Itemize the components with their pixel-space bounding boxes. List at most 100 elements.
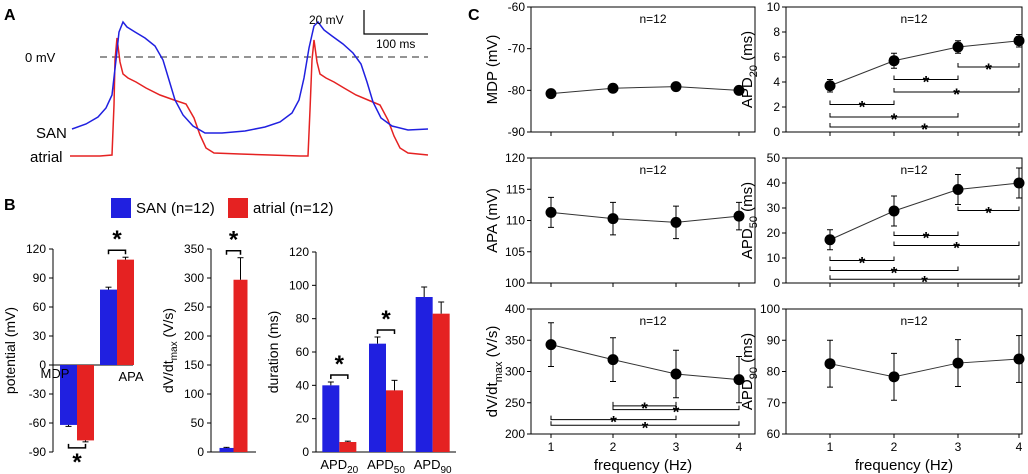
data-point bbox=[670, 368, 682, 380]
series-line bbox=[829, 40, 1020, 87]
x-tick-label: 3 bbox=[955, 440, 962, 454]
y-tick-label: 30 bbox=[767, 201, 781, 215]
x-tick-label: 1 bbox=[827, 440, 834, 454]
sig-star: * bbox=[859, 254, 866, 273]
data-point bbox=[952, 41, 964, 53]
y-axis-label: APD90 (ms) bbox=[739, 333, 760, 410]
data-point bbox=[1013, 353, 1025, 365]
y-tick-label: 100 bbox=[760, 302, 780, 316]
x-axis-label: frequency (Hz) bbox=[855, 457, 953, 474]
series-line bbox=[550, 86, 740, 95]
bar-atrial-0 bbox=[77, 365, 94, 441]
n-label: n=12 bbox=[900, 314, 927, 328]
category-label-main: APD bbox=[414, 457, 441, 472]
sig-star: * bbox=[72, 449, 82, 474]
series-line bbox=[829, 358, 1020, 378]
y-tick-label: 60 bbox=[296, 345, 310, 359]
y-tick-label: 60 bbox=[767, 427, 781, 441]
sig-line bbox=[550, 421, 740, 426]
data-point bbox=[824, 80, 836, 92]
series-line bbox=[550, 344, 740, 381]
y-axis-label: dV/dtmax (V/s) bbox=[160, 308, 180, 393]
data-point bbox=[888, 205, 900, 217]
data-point bbox=[888, 371, 900, 383]
y-axis-label-main: dV/dt bbox=[160, 360, 176, 393]
legend-label-san: SAN (n=12) bbox=[136, 200, 215, 217]
sig-star: * bbox=[229, 227, 239, 254]
data-point bbox=[733, 210, 745, 222]
y-tick-label: 115 bbox=[506, 182, 525, 196]
series-line bbox=[829, 182, 1020, 241]
y-tick-label: -90 bbox=[29, 445, 47, 459]
sig-star: * bbox=[859, 98, 866, 117]
atrial-trace bbox=[70, 37, 429, 157]
y-tick-label: 10 bbox=[767, 0, 781, 14]
sig-bracket bbox=[107, 249, 127, 255]
data-point bbox=[952, 184, 964, 195]
bar-atrial-1 bbox=[386, 390, 403, 452]
y-tick-label: 100 bbox=[505, 276, 525, 290]
y-axis-label-sub: max bbox=[169, 341, 180, 360]
scale-bar-voltage: 20 mV bbox=[309, 13, 344, 27]
category-label-main: APD bbox=[367, 457, 394, 472]
atrial-trace-label: atrial bbox=[30, 149, 63, 166]
y-tick-label: 30 bbox=[33, 329, 47, 343]
y-tick-label: 350 bbox=[505, 333, 525, 347]
y-axis-label: MDP (mV) bbox=[484, 35, 501, 105]
line-plot-apa: 120 115 110 105 100 n=12 APA (mV) bbox=[484, 151, 756, 290]
category-label-sub: 90 bbox=[440, 465, 452, 474]
category-label: APD90 bbox=[414, 457, 452, 474]
y-tick-label: 250 bbox=[505, 396, 525, 410]
y-tick-label: 150 bbox=[184, 358, 204, 372]
plot-frame bbox=[530, 6, 756, 133]
legend: SAN (n=12) atrial (n=12) bbox=[111, 198, 333, 218]
y-axis-label-tail: (V/s) bbox=[484, 326, 501, 362]
y-tick-label: 100 bbox=[184, 387, 204, 401]
data-point bbox=[607, 354, 619, 366]
y-axis-label-main: APA (mV) bbox=[484, 188, 501, 253]
sig-star: * bbox=[923, 73, 930, 92]
bar-chart-b-dvdt: 350 300 250 200 150 100 50 0 dV/dtmax (V/s) * bbox=[160, 227, 256, 459]
bar-san-0 bbox=[322, 385, 340, 452]
sig-star: * bbox=[335, 351, 345, 378]
sig-bracket bbox=[376, 329, 396, 334]
y-tick-label: 120 bbox=[26, 242, 46, 256]
y-tick-label: 60 bbox=[33, 300, 47, 314]
data-point bbox=[1013, 177, 1025, 189]
sig-star: * bbox=[112, 226, 122, 253]
y-axis-label-main: MDP (mV) bbox=[484, 35, 501, 105]
y-axis-label: duration (ms) bbox=[265, 311, 281, 393]
legend-label-atrial: atrial (n=12) bbox=[253, 200, 333, 217]
data-point bbox=[670, 216, 682, 228]
data-point bbox=[1013, 35, 1025, 47]
bar-san-0 bbox=[219, 447, 234, 452]
sig-star: * bbox=[381, 306, 391, 333]
sig-star: * bbox=[641, 399, 648, 418]
y-tick-label: 6 bbox=[773, 50, 780, 64]
bar-chart-b-potential: 120 90 60 30 0 -30 -60 -90 potential (mV) * MDP * AP… bbox=[2, 226, 144, 474]
sig-star: * bbox=[642, 418, 649, 437]
sig-line bbox=[829, 275, 1020, 280]
data-point bbox=[607, 82, 619, 94]
n-label: n=12 bbox=[639, 12, 666, 26]
y-tick-label: 8 bbox=[773, 25, 780, 39]
san-trace bbox=[71, 20, 429, 134]
y-tick-label: 10 bbox=[767, 251, 781, 265]
y-axis-label-tail: (ms) bbox=[739, 31, 756, 65]
y-tick-label: 120 bbox=[289, 245, 309, 259]
y-axis-label-tail: (V/s) bbox=[160, 308, 176, 341]
y-tick-label: 100 bbox=[289, 278, 309, 292]
y-tick-label: 0 bbox=[773, 125, 780, 139]
sig-star: * bbox=[985, 204, 992, 223]
bar-atrial-0 bbox=[339, 442, 357, 452]
y-tick-label: 4 bbox=[773, 75, 780, 89]
sig-line bbox=[550, 415, 677, 421]
sig-star: * bbox=[923, 229, 930, 248]
y-axis-label: APD50 (ms) bbox=[739, 182, 760, 259]
sig-line bbox=[957, 206, 1020, 211]
